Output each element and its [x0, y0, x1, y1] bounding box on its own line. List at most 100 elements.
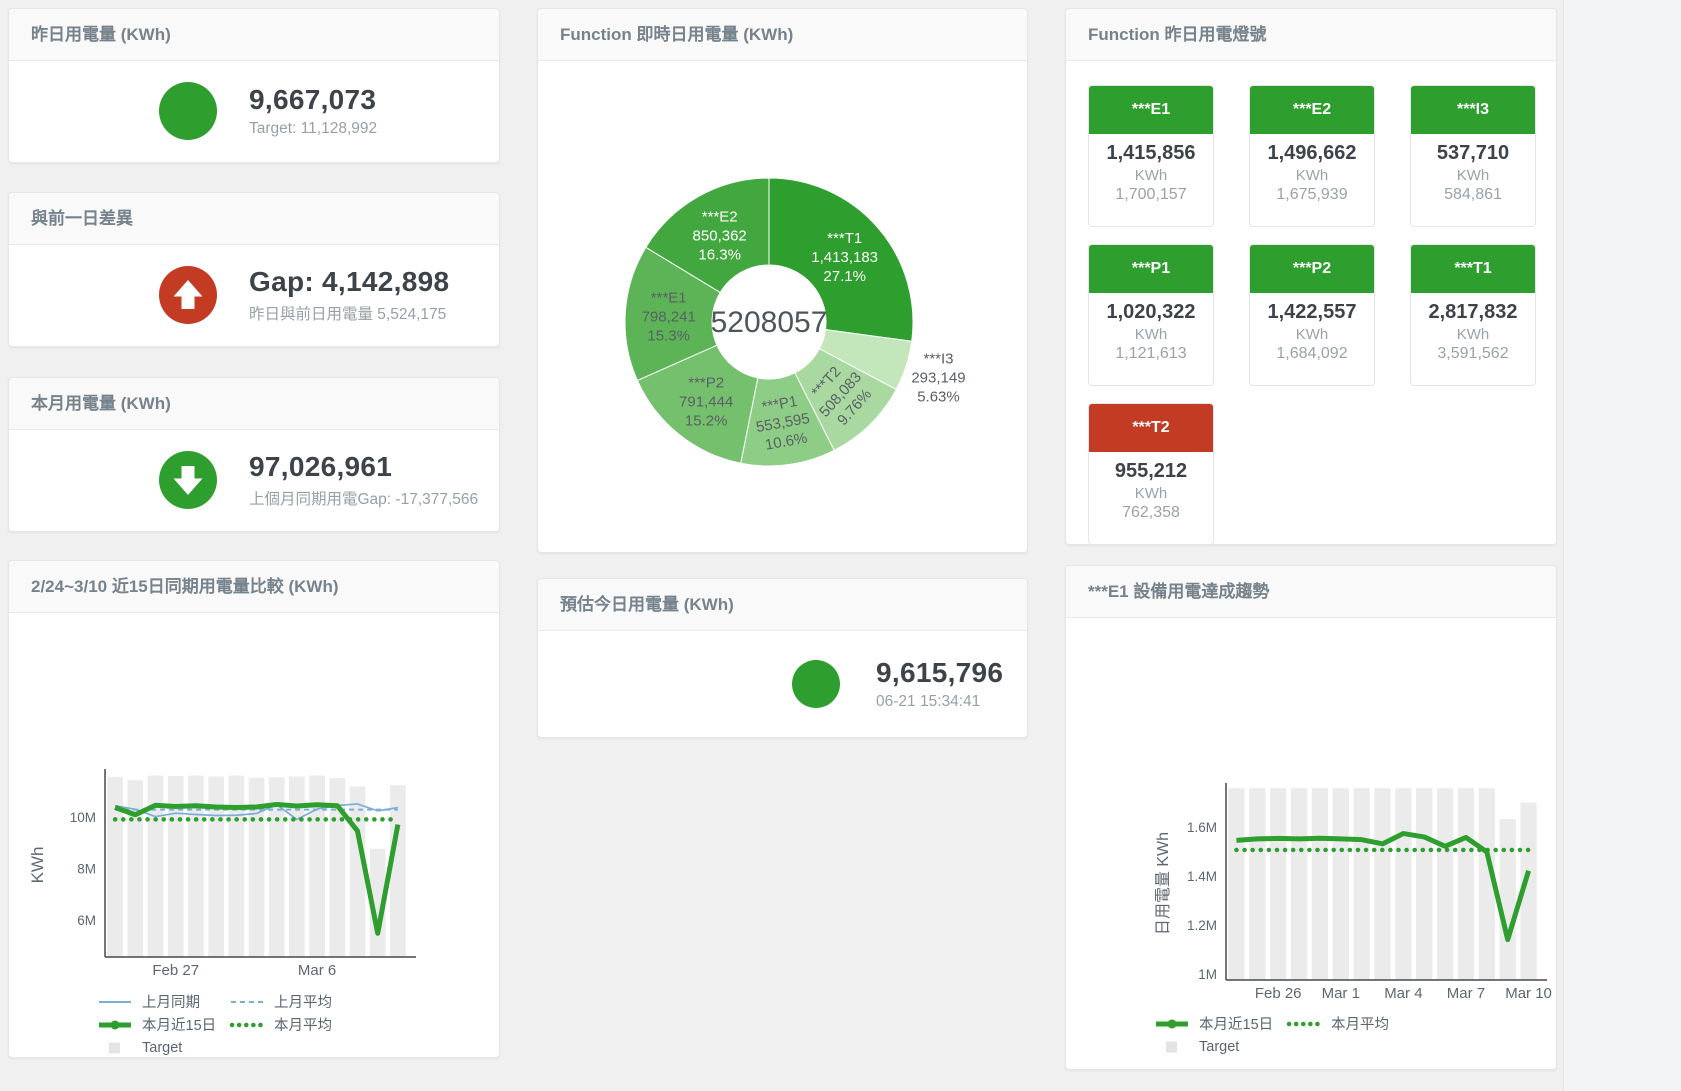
target-bar — [369, 848, 386, 957]
status-tile-grid: ***E1 1,415,856 KWh 1,700,157 ***E2 1,49… — [1066, 61, 1556, 545]
page-right-divider — [1563, 0, 1564, 1091]
realtime-usage-donut-chart[interactable]: ***T1 1,413,183 27.1% ***I3 293,149 5.63% ***T… — [538, 61, 1027, 556]
tile-target: 3,591,562 — [1437, 345, 1509, 362]
card-body: 9,667,073 Target: 11,128,992 — [9, 61, 499, 161]
target-bar — [268, 777, 285, 957]
card-title: Function 即時日用電量 (KWh) — [538, 9, 1027, 61]
tile-name: ***E1 — [1089, 86, 1213, 134]
compare-chart-legend: 上月同期 上月平均本月近15日 本月平均 Target — [97, 990, 499, 1059]
target-bar — [248, 777, 265, 957]
y-tick-label: 8M — [77, 861, 96, 876]
tile-target: 584,861 — [1444, 186, 1502, 203]
series-line — [114, 803, 399, 821]
status-tile: ***T2 955,212 KWh 762,358 — [1088, 403, 1214, 545]
tile-name: ***E2 — [1250, 86, 1374, 134]
15day-compare-chart[interactable]: 6M 8M 10M Feb 27 Mar 6 KWh — [9, 613, 499, 986]
x-tick-label: Mar 4 — [1384, 985, 1422, 1002]
realtime-usage-card: Function 即時日用電量 (KWh) ***T1 1,413,183 27.1… — [537, 8, 1028, 553]
legend-label: 本月近15日 — [1199, 1017, 1274, 1033]
tile-value: 1,422,557 — [1267, 301, 1357, 323]
donut-slice-E1[interactable] — [624, 246, 721, 382]
target-bar — [1249, 788, 1266, 980]
y-tick-label: 1.6M — [1187, 820, 1217, 835]
target-bar — [390, 785, 406, 957]
tile-target: 1,684,092 — [1276, 345, 1348, 362]
target-bar — [1374, 788, 1391, 980]
donut-slice-P2[interactable] — [636, 344, 759, 464]
legend-item[interactable]: 上月平均 — [229, 991, 361, 1012]
card-body: 9,615,796 06-21 15:34:41 — [538, 631, 1027, 736]
y-axis-label: KWh — [28, 847, 47, 884]
tile-unit: KWh — [1134, 167, 1168, 184]
tile-target: 1,121,613 — [1115, 345, 1187, 362]
tile-value: 1,020,322 — [1106, 301, 1196, 323]
y-tick-label: 1.4M — [1187, 869, 1217, 884]
card-title: 與前一日差異 — [9, 193, 499, 245]
target-bar — [1457, 788, 1475, 980]
series-line — [114, 801, 401, 936]
red-up-arrow-icon — [159, 266, 217, 324]
legend-item[interactable]: 本月近15日 — [1154, 1013, 1286, 1034]
day-gap-card: 與前一日差異 Gap: 4,142,898 昨日與前日用電量 5,524,175 — [8, 192, 500, 347]
estimate-today-value: 9,615,796 — [876, 656, 1004, 688]
x-tick-label: Mar 10 — [1505, 985, 1552, 1002]
donut-slice-label: ***E2 850,362 16.3% — [693, 208, 747, 263]
target-bar — [1290, 788, 1308, 980]
status-tile: ***P2 1,422,557 KWh 1,684,092 — [1249, 244, 1375, 386]
legend-item[interactable]: 本月近15日 — [97, 1014, 229, 1035]
card-title: 2/24~3/10 近15日同期用電量比較 (KWh) — [9, 561, 499, 613]
tile-value: 537,710 — [1436, 142, 1510, 164]
legend-label: 本月近15日 — [142, 1018, 217, 1034]
legend-item[interactable]: 上月同期 — [97, 991, 229, 1012]
status-tile: ***E2 1,496,662 KWh 1,675,939 — [1249, 85, 1375, 227]
donut-slice-label: ***E1 798,241 15.3% — [642, 290, 696, 345]
tile-unit: KWh — [1456, 326, 1490, 343]
legend-item[interactable]: Target — [1154, 1039, 1286, 1055]
status-tile: ***P1 1,020,322 KWh 1,121,613 — [1088, 244, 1214, 386]
tile-name: ***T1 — [1411, 245, 1535, 293]
donut-slice-T1[interactable] — [768, 177, 914, 342]
legend-label: 本月平均 — [274, 1018, 332, 1034]
legend-item[interactable]: 本月平均 — [229, 1014, 361, 1035]
legend-label: 本月平均 — [1331, 1017, 1389, 1033]
legend-label: Target — [142, 1039, 183, 1056]
legend-label: Target — [1199, 1038, 1240, 1055]
yesterday-status-lights-card: Function 昨日用電燈號 ***E1 1,415,856 KWh 1,70… — [1065, 8, 1557, 545]
month-usage-value: 97,026,961 — [249, 451, 393, 482]
legend-item[interactable]: 本月平均 — [1286, 1013, 1418, 1034]
card-title: 預估今日用電量 (KWh) — [538, 579, 1027, 631]
tile-name: ***T2 — [1089, 404, 1213, 452]
tile-target: 1,675,939 — [1276, 186, 1348, 203]
y-tick-label: 6M — [77, 913, 96, 928]
target-bar — [127, 780, 144, 957]
tile-unit: KWh — [1134, 485, 1168, 502]
series-line — [1236, 831, 1531, 943]
y-tick-label: 1.2M — [1187, 918, 1217, 933]
trend-chart-legend: 本月近15日 本月平均 Target — [1154, 1012, 1556, 1058]
target-bar — [1332, 788, 1349, 980]
estimate-timestamp: 06-21 15:34:41 — [876, 692, 981, 710]
tile-unit: KWh — [1456, 167, 1490, 184]
e1-trend-chart[interactable]: 1M 1.2M 1.4M 1.6M Feb 26 Mar 1 Mar 4 Mar 7 Mar 1… — [1066, 618, 1556, 1008]
card-body: 97,026,961 上個月同期用電Gap: -17,377,566 — [9, 430, 499, 530]
target-bar — [1499, 819, 1516, 980]
card-title: Function 昨日用電燈號 — [1066, 9, 1556, 61]
month-usage-gap: 上個月同期用電Gap: -17,377,566 — [249, 491, 479, 508]
legend-item[interactable]: Target — [97, 1040, 229, 1056]
card-body: Gap: 4,142,898 昨日與前日用電量 5,524,175 — [9, 245, 499, 345]
tile-target: 1,700,157 — [1115, 186, 1187, 203]
y-tick-label: 10M — [70, 810, 96, 825]
yesterday-usage-target: Target: 11,128,992 — [249, 120, 378, 137]
legend-label: 上月同期 — [142, 995, 200, 1011]
target-bar — [228, 775, 245, 957]
x-tick-label: Feb 27 — [152, 962, 199, 979]
green-status-circle-icon — [159, 82, 217, 140]
target-bar — [1270, 788, 1287, 980]
tile-value: 955,212 — [1114, 460, 1188, 482]
estimate-today-card: 預估今日用電量 (KWh) 9,615,796 06-21 15:34:41 — [537, 578, 1028, 738]
yesterday-usage-card: 昨日用電量 (KWh) 9,667,073 Target: 11,128,992 — [8, 8, 500, 163]
donut-slice-E2[interactable] — [645, 177, 770, 294]
target-bar — [289, 776, 305, 957]
legend-label: 上月平均 — [274, 995, 332, 1011]
